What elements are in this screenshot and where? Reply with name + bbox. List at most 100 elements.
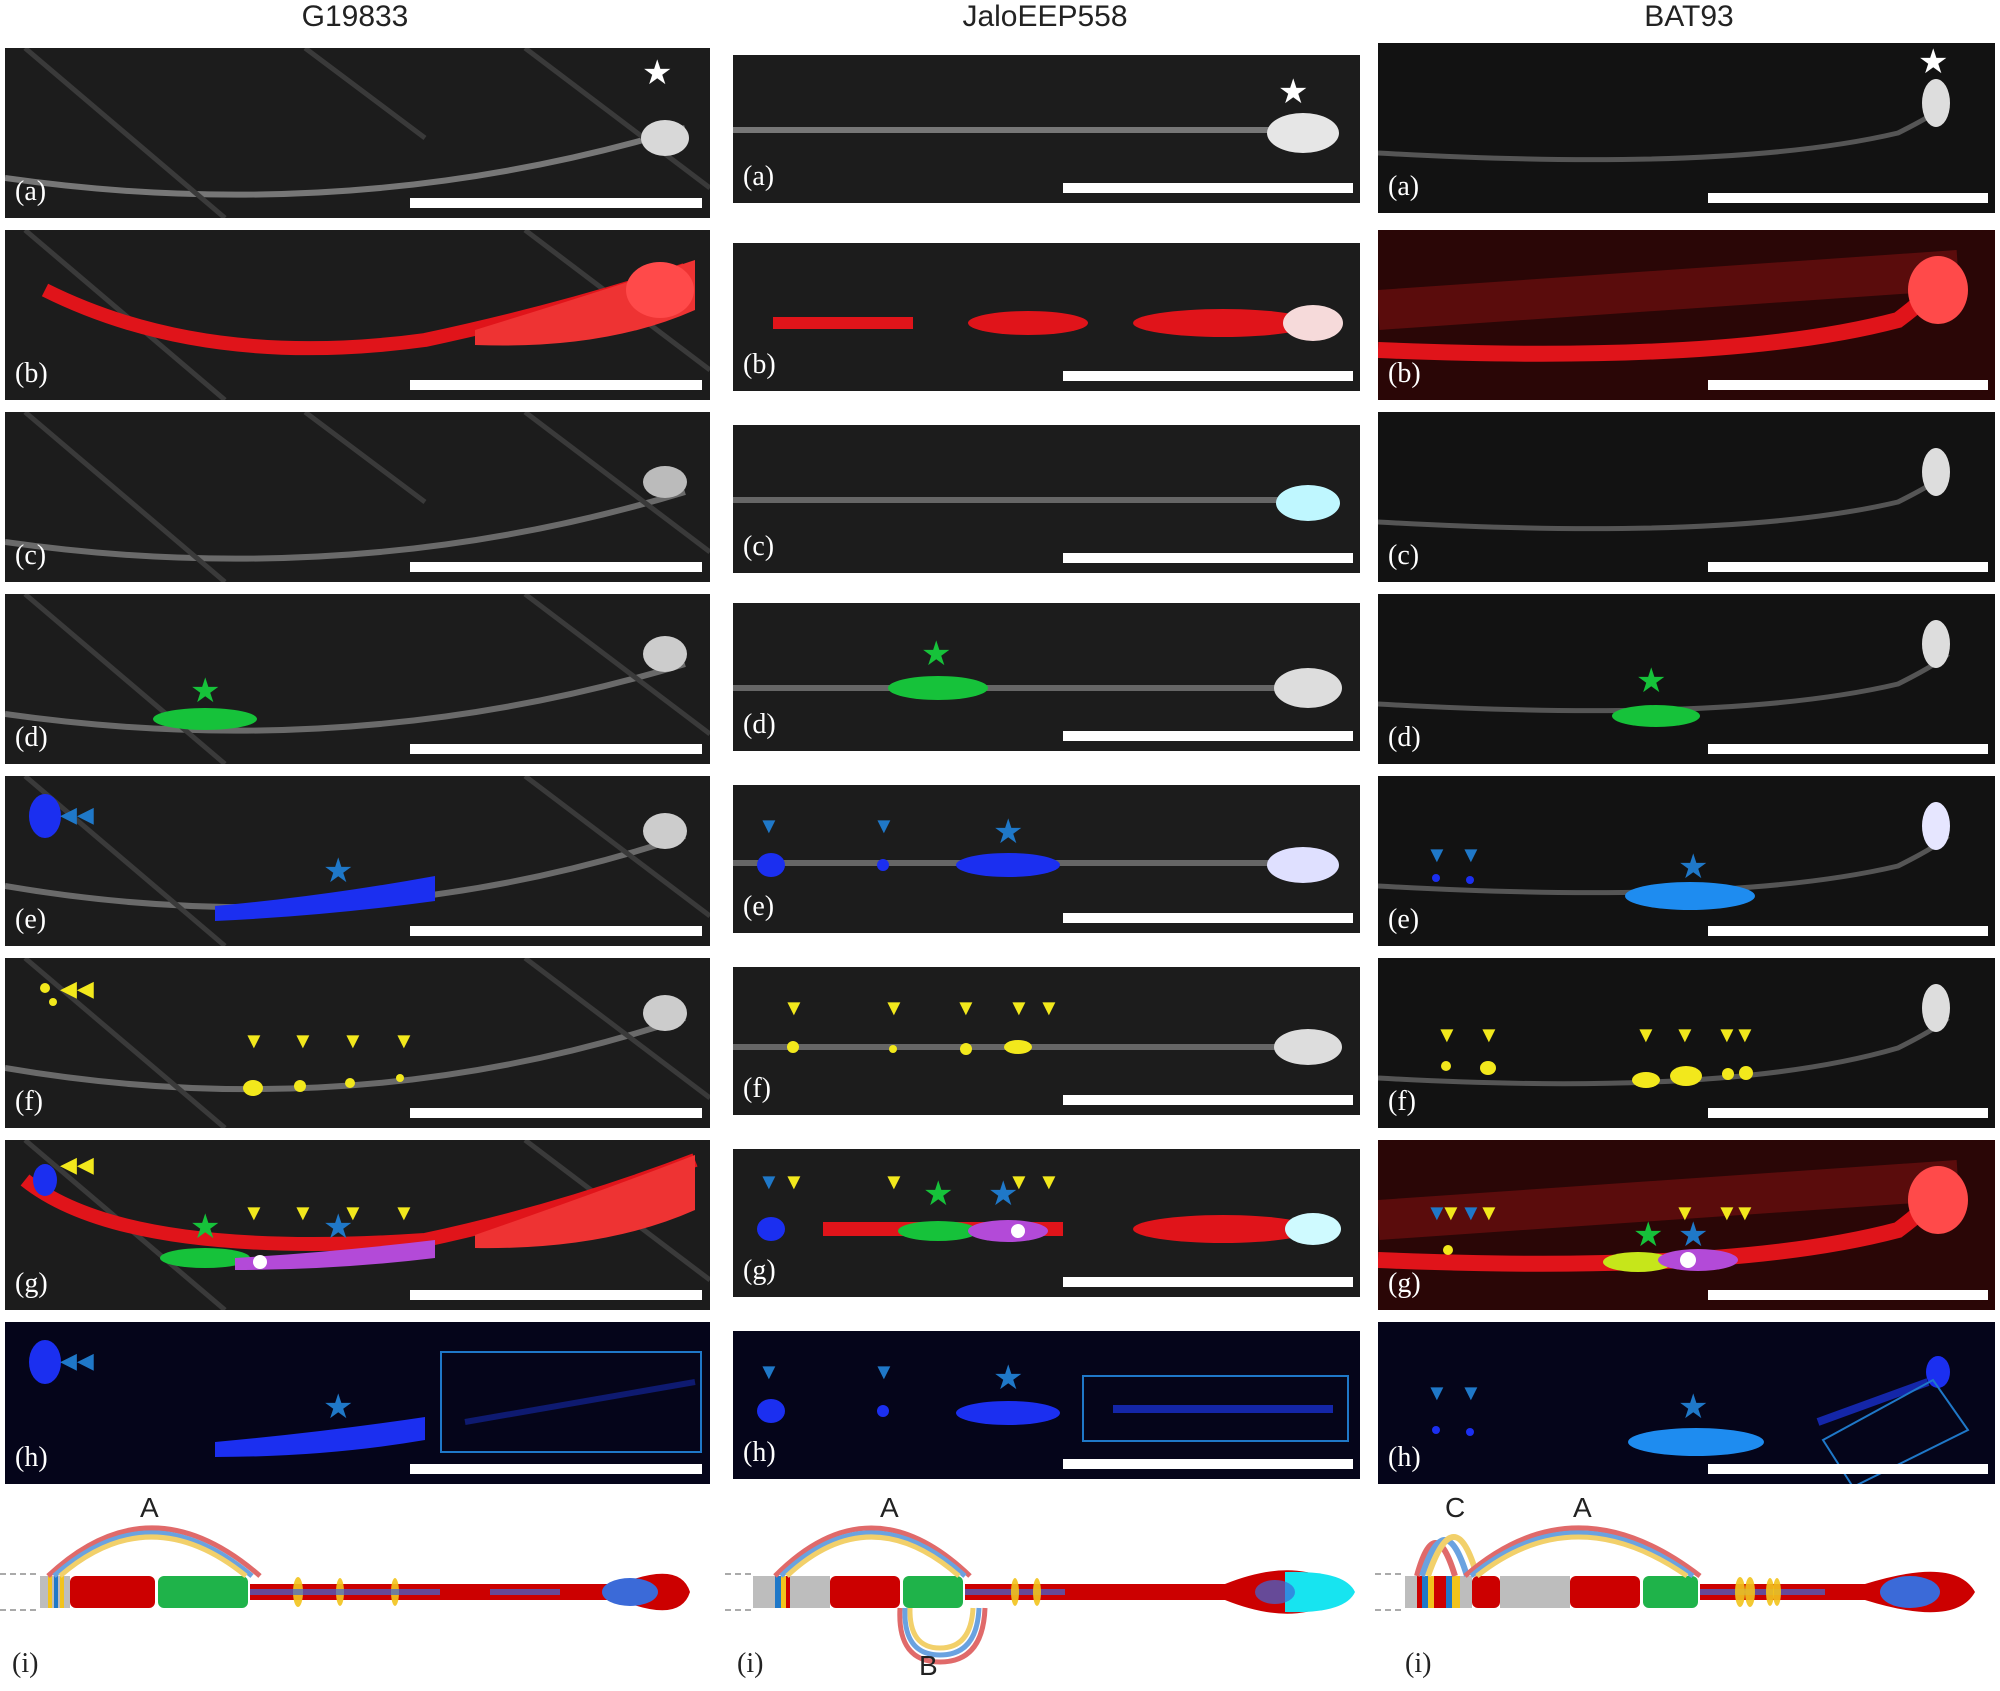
fluorescence-image	[757, 1213, 1341, 1245]
arc-label-a: A	[140, 1492, 159, 1523]
panel-label-e: (e)	[1388, 904, 1420, 935]
arrowhead-marker-yellow: ▼	[1478, 1200, 1500, 1225]
g19833-panel-g: ◀◀ ★ ▼ ▼ ★ ▼ ▼ (g)	[5, 1140, 710, 1310]
bat93-panel-b: (b)	[1378, 230, 1995, 400]
g19833-panel-a: ★ (a)	[5, 48, 710, 218]
panel-label-h: (h)	[1388, 1442, 1421, 1473]
chromosome-diagram	[0, 1525, 690, 1611]
fluorescence-image	[757, 1375, 1349, 1442]
arrowhead-marker-yellow: ▼	[393, 1200, 415, 1225]
bat93-panel-a: ★ (a)	[1378, 43, 1995, 213]
star-marker-blue: ★	[993, 1359, 1024, 1397]
fluorescence-image	[5, 776, 710, 946]
jaloeep558-panel-h: ▼ ▼ ★ (h)	[733, 1331, 1360, 1479]
fluorescence-image	[1378, 620, 1950, 727]
star-marker-white: ★	[642, 54, 673, 92]
jaloeep558-panel-e: ▼ ▼ ★ (e)	[733, 785, 1360, 933]
fluorescence-image	[733, 847, 1339, 883]
g19833-panel-d: ★ (d)	[5, 594, 710, 764]
scale-bar	[1063, 553, 1353, 563]
fluorescence-image	[1378, 802, 1950, 910]
chromosome-diagram	[725, 1525, 1355, 1665]
fluorescence-image	[733, 485, 1340, 521]
arrowhead-marker-yellow: ▼	[1008, 995, 1030, 1020]
arrowhead-marker-yellow: ◀◀	[60, 976, 94, 1001]
panel-label-e: (e)	[743, 891, 775, 922]
arrowhead-marker-yellow: ▼	[1635, 1022, 1657, 1047]
fluorescence-image	[733, 1029, 1342, 1065]
arrowhead-marker-yellow: ▼	[243, 1028, 265, 1053]
column-title-bat93: BAT93	[1644, 0, 1734, 33]
arrowhead-marker-yellow: ▼	[292, 1200, 314, 1225]
scale-bar	[410, 562, 702, 572]
arrowhead-marker-yellow: ▼	[1716, 1200, 1738, 1225]
arrowhead-marker-blue: ▼	[1426, 1380, 1448, 1405]
arc-label-b: B	[919, 1650, 938, 1681]
scale-bar	[1063, 731, 1353, 741]
arrowhead-marker-yellow: ▼	[292, 1028, 314, 1053]
arrowhead-marker-blue: ▼	[873, 813, 895, 838]
fluorescence-image	[29, 1340, 702, 1457]
arrowhead-marker-yellow: ▼	[243, 1200, 265, 1225]
panel-label-h: (h)	[15, 1442, 48, 1473]
fluorescence-image	[23, 230, 710, 400]
scale-bar	[1708, 744, 1988, 754]
star-marker-green: ★	[921, 635, 952, 673]
jaloeep558-panel-f: ▼ ▼ ▼ ▼ ▼ (f)	[733, 967, 1360, 1115]
bat93-panel-c: (c)	[1378, 412, 1995, 582]
panel-label-b: (b)	[15, 358, 48, 389]
arrowhead-marker-yellow: ▼	[1478, 1022, 1500, 1047]
panel-label-i: (i)	[1405, 1648, 1432, 1679]
fluorescence-image	[5, 958, 710, 1128]
fluorescence-image	[5, 594, 710, 764]
panel-label-c: (c)	[1388, 540, 1420, 571]
arc-label-a: A	[880, 1492, 899, 1523]
panel-label-i: (i)	[737, 1648, 764, 1679]
arrowhead-marker-blue: ▼	[758, 1359, 780, 1384]
scale-bar	[410, 744, 702, 754]
g19833-panel-c: (c)	[5, 412, 710, 582]
arrowhead-marker-blue: ▼	[758, 813, 780, 838]
arrowhead-marker-blue: ◀◀	[60, 802, 94, 827]
star-marker-green: ★	[1636, 662, 1667, 700]
scale-bar	[1063, 1277, 1353, 1287]
arrowhead-marker-yellow: ▼	[1038, 1169, 1060, 1194]
arrowhead-marker-yellow: ▼	[1674, 1022, 1696, 1047]
star-marker-blue: ★	[323, 1208, 354, 1246]
arrowhead-marker-yellow: ▼	[1008, 1169, 1030, 1194]
scale-bar	[1708, 193, 1988, 203]
arrowhead-marker-blue: ▼	[1460, 1380, 1482, 1405]
arrowhead-marker-yellow: ▼	[393, 1028, 415, 1053]
arrowhead-marker-yellow: ▼	[1440, 1200, 1462, 1225]
fluorescence-image	[1378, 448, 1950, 532]
jaloeep558-panel-g: ▼ ▼ ▼ ★ ★ ▼ ▼ (g)	[733, 1149, 1360, 1297]
scale-bar	[1063, 913, 1353, 923]
panel-label-a: (a)	[743, 161, 775, 192]
scale-bar	[1063, 183, 1353, 193]
scale-bar	[410, 1290, 702, 1300]
bat93-diagram: C A (i)	[1375, 1490, 2000, 1686]
jaloeep558-diagram: A B (i)	[725, 1490, 1365, 1686]
star-marker-green: ★	[923, 1175, 954, 1213]
arrowhead-marker-yellow: ▼	[1038, 995, 1060, 1020]
scale-bar	[1708, 1464, 1988, 1474]
panel-label-a: (a)	[1388, 171, 1420, 202]
panel-label-d: (d)	[15, 722, 48, 753]
bat93-panel-f: ▼ ▼ ▼ ▼ ▼ ▼ (f)	[1378, 958, 1995, 1128]
jaloeep558-panel-d: ★ (d)	[733, 603, 1360, 751]
arrowhead-marker-yellow: ▼	[342, 1200, 364, 1225]
arrowhead-marker-yellow: ▼	[1734, 1200, 1756, 1225]
arrowhead-marker-blue: ◀◀	[60, 1348, 94, 1373]
jaloeep558-panel-b: (b)	[733, 243, 1360, 391]
panel-label-g: (g)	[15, 1268, 48, 1299]
scale-bar	[1708, 926, 1988, 936]
arrowhead-marker-blue: ▼	[1426, 1200, 1448, 1225]
arrowhead-marker-yellow: ▼	[1674, 1200, 1696, 1225]
fluorescence-image	[733, 668, 1342, 708]
scale-bar	[1708, 380, 1988, 390]
fluorescence-image	[20, 1140, 710, 1310]
bat93-panel-g: ▼ ▼ ▼ ▼ ★ ▼ ★ ▼ ▼ (g)	[1378, 1140, 1995, 1310]
panel-label-e: (e)	[15, 904, 47, 935]
bat93-panel-d: ★ (d)	[1378, 594, 1995, 764]
fluorescence-image	[1432, 1356, 1970, 1484]
